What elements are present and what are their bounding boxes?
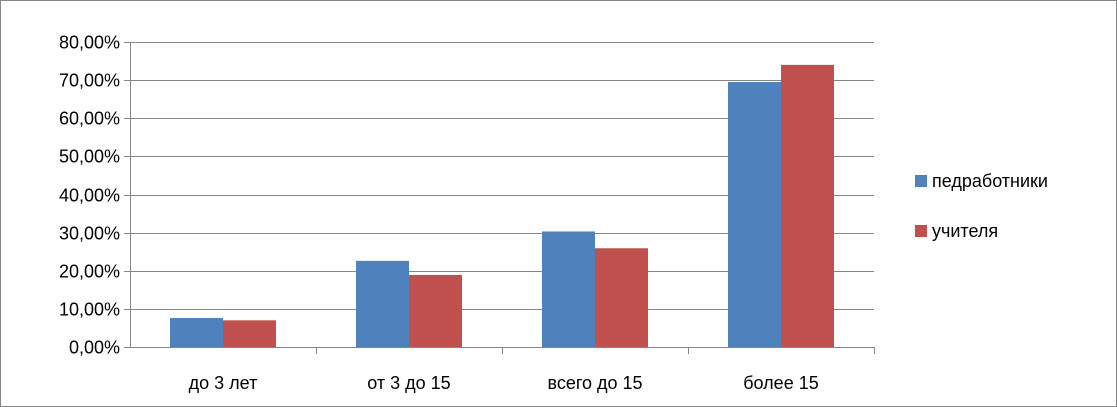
axes [124,42,875,354]
bar-series2 [595,248,648,347]
bar-series1 [728,82,781,347]
x-tick-label: от 3 до 15 [367,373,450,393]
bar-series2 [781,64,834,347]
legend-label: педработники [932,171,1048,191]
legend: педработники учителя [915,171,1048,241]
x-tick-labels: до 3 лет от 3 до 15 всего до 15 более 15 [189,373,819,393]
legend-swatch [915,225,927,237]
y-tick-label: 70,00% [59,71,120,91]
bar-series1 [542,231,595,347]
y-tick-label: 0,00% [69,338,120,358]
y-tick-label: 20,00% [59,262,120,282]
bar-series1 [356,260,409,347]
legend-swatch [915,175,927,187]
y-tick-label: 10,00% [59,300,120,320]
legend-label: учителя [932,221,998,241]
x-tick-label: более 15 [743,373,818,393]
y-tick-label: 40,00% [59,186,120,206]
y-tick-label: 50,00% [59,147,120,167]
y-tick-label: 80,00% [59,33,120,53]
bar-series1 [170,318,223,347]
bars [170,64,834,347]
bar-series2 [223,320,276,347]
y-tick-labels: 0,00% 10,00% 20,00% 30,00% 40,00% 50,00% 60,00… [59,33,120,358]
y-tick-label: 60,00% [59,109,120,129]
bar-series2 [409,274,462,347]
y-tick-label: 30,00% [59,224,120,244]
x-tick-label: всего до 15 [547,373,642,393]
x-tick-label: до 3 лет [189,373,258,393]
